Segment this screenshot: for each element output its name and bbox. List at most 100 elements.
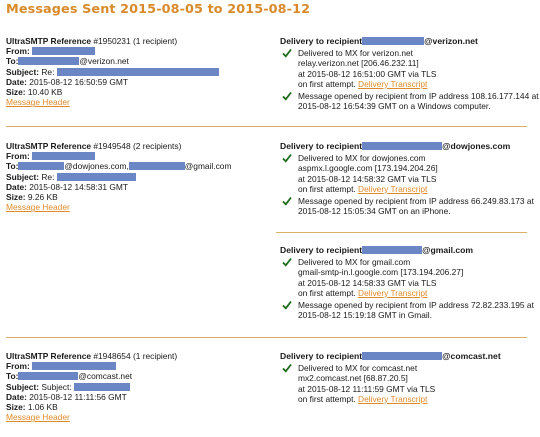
open-status: Message opened by recipient from IP addr… — [280, 91, 539, 112]
subject-prefix: Subject: — [41, 381, 72, 392]
delivery-transcript-link[interactable]: Delivery Transcript — [358, 183, 428, 194]
message-summary: UltraSMTP Reference #1949548 (2 recipien… — [6, 141, 266, 212]
first-attempt: on first attempt. — [298, 78, 356, 89]
delivered-at: at 2015-08-12 14:58:32 GMT via TLS — [298, 173, 437, 184]
redacted-block — [362, 142, 443, 150]
ref-label: UltraSMTP Reference — [6, 36, 92, 46]
recipient-count: (2 recipients) — [132, 141, 182, 151]
delivery-transcript-link[interactable]: Delivery Transcript — [358, 287, 428, 298]
opened-line-2: 2015-08-12 16:54:39 GMT on a Windows com… — [298, 101, 491, 112]
mx-text: Delivered to MX for gmail.com — [298, 257, 411, 268]
delivery-heading: Delivery to recipient @gmail.com — [280, 245, 535, 255]
message-header-link[interactable]: Message Header — [6, 412, 70, 423]
redacted-block — [362, 246, 423, 254]
size-label: Size: — [6, 192, 26, 203]
redacted-block — [362, 37, 425, 45]
recipient-count: (1 recipient) — [132, 351, 178, 361]
delivery-status: Delivered to MX for dowjones.com aspmx.l… — [280, 153, 535, 194]
date-value: 2015-08-12 11:11:56 GMT — [29, 391, 127, 402]
subject-label: Subject: — [6, 171, 40, 182]
message-header-link[interactable]: Message Header — [6, 97, 70, 108]
check-icon — [282, 300, 292, 310]
relay-text: mx2.comcast.net [68.87.20.5] — [298, 373, 408, 384]
redacted-block — [32, 47, 96, 56]
to-domain-2: @gmail.com — [184, 161, 232, 172]
delivery-block: Delivery to recipient @gmail.com Delivere… — [280, 245, 535, 322]
subject-prefix: Re: — [41, 66, 55, 77]
date-label: Date: — [6, 391, 27, 402]
mx-text: Delivered to MX for comcast.net — [298, 363, 418, 374]
redacted-block — [362, 352, 443, 360]
date-value: 2015-08-12 14:58:31 GMT — [29, 181, 128, 192]
delivery-label: Delivery to recipient — [280, 141, 363, 151]
mx-text: Delivered to MX for verizon.net — [298, 48, 413, 59]
delivery-domain: @gmail.com — [422, 245, 474, 255]
from-label: From: — [6, 151, 30, 162]
delivery-block: Delivery to recipient @dowjones.com Deliv… — [280, 141, 535, 218]
divider — [276, 232, 527, 233]
recipient-count: (1 recipient) — [132, 36, 178, 46]
mx-text: Delivered to MX for dowjones.com — [298, 153, 426, 164]
first-attempt: on first attempt. — [298, 287, 356, 298]
ref-label: UltraSMTP Reference — [6, 141, 92, 151]
first-attempt: on first attempt. — [298, 183, 356, 194]
delivered-at: at 2015-08-12 14:58:33 GMT via TLS — [298, 277, 437, 288]
redacted-block — [32, 152, 96, 161]
redacted-block — [18, 57, 80, 66]
delivery-domain: @dowjones.com — [442, 141, 511, 151]
relay-text: relay.verizon.net [206.46.232.11] — [298, 58, 419, 69]
divider — [6, 337, 527, 338]
check-icon — [282, 91, 292, 101]
redacted-block — [56, 172, 136, 181]
delivery-label: Delivery to recipient — [280, 245, 363, 255]
delivery-status: Delivered to MX for verizon.net relay.ve… — [280, 48, 535, 89]
redacted-block — [18, 372, 79, 381]
opened-line-1: Message opened by recipient from IP addr… — [298, 300, 534, 311]
delivery-heading: Delivery to recipient @comcast.net — [280, 351, 535, 361]
page-title: Messages Sent 2015-08-05 to 2015-08-12 — [6, 2, 311, 17]
delivered-at: at 2015-08-12 11:11:59 GMT via TLS — [298, 383, 436, 394]
to-domain: @comcast.net — [78, 371, 133, 382]
redacted-block — [73, 382, 130, 391]
from-label: From: — [6, 361, 30, 372]
ref-label: UltraSMTP Reference — [6, 351, 92, 361]
delivery-status: Delivered to MX for comcast.net mx2.comc… — [280, 363, 535, 404]
opened-line-2: 2015-08-12 15:05:34 GMT on an iPhone. — [298, 206, 451, 217]
from-label: From: — [6, 46, 30, 57]
opened-line-1: Message opened by recipient from IP addr… — [298, 91, 539, 102]
size-label: Size: — [6, 402, 26, 413]
open-status: Message opened by recipient from IP addr… — [280, 300, 535, 320]
check-icon — [282, 364, 292, 373]
delivery-label: Delivery to recipient — [280, 351, 363, 361]
delivery-domain: @comcast.net — [442, 351, 501, 361]
delivery-heading: Delivery to recipient @dowjones.com — [280, 141, 535, 151]
delivery-label: Delivery to recipient — [280, 36, 363, 46]
to-domain: @verizon.net — [79, 56, 129, 67]
delivery-domain: @verizon.net — [424, 36, 478, 46]
size-value: 1.06 KB — [27, 402, 58, 413]
subject-prefix: Re: — [41, 171, 55, 182]
check-icon — [282, 196, 292, 206]
first-attempt: on first attempt. — [298, 393, 356, 404]
delivery-block: Delivery to recipient @comcast.net Delive… — [280, 351, 535, 406]
delivery-block: Delivery to recipient @verizon.net Delive… — [280, 36, 539, 113]
check-icon — [282, 49, 292, 58]
open-status: Message opened by recipient from IP addr… — [280, 196, 535, 216]
message-summary: UltraSMTP Reference #1948654 (1 recipien… — [6, 351, 266, 422]
to-domain-1: @dowjones.com, — [64, 161, 129, 172]
message-header-link[interactable]: Message Header — [6, 202, 70, 213]
to-label: To: — [6, 371, 19, 382]
to-label: To: — [6, 56, 19, 67]
redacted-block — [56, 67, 219, 76]
delivery-transcript-link[interactable]: Delivery Transcript — [358, 78, 428, 89]
delivery-transcript-link[interactable]: Delivery Transcript — [358, 393, 428, 404]
date-label: Date: — [6, 76, 27, 87]
size-label: Size: — [6, 87, 26, 98]
redacted-block — [18, 162, 65, 171]
relay-text: aspmx.l.google.com [173.194.204.26] — [298, 163, 438, 174]
delivery-status: Delivered to MX for gmail.com gmail-smtp… — [280, 257, 535, 298]
message-summary: UltraSMTP Reference #1950231 (1 recipien… — [6, 36, 266, 107]
redacted-block — [128, 162, 185, 171]
date-value: 2015-08-12 16:50:59 GMT — [29, 76, 128, 87]
